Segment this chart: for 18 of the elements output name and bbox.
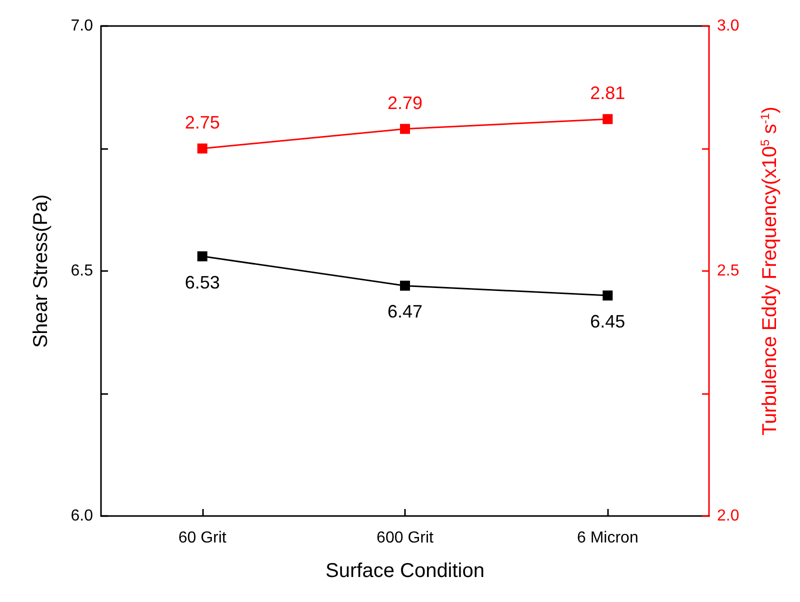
data-label: 6.45: [590, 312, 626, 332]
x-axis-title: Surface Condition: [326, 560, 484, 582]
text: 7.0: [70, 18, 93, 34]
x-tick-label: 60 Grit: [178, 530, 227, 546]
data-label: 6.53: [184, 272, 220, 292]
y2-axis-title: Turbulence Eddy Frequency(x105 s-1): [758, 106, 781, 436]
x-tick-label: 6 Micron: [576, 530, 638, 546]
text: 2.0: [717, 508, 740, 524]
text: 3.0: [717, 18, 740, 34]
x-tick-label: 600 Grit: [376, 530, 434, 546]
data-label: 2.81: [590, 83, 626, 104]
text: 6.0: [70, 508, 93, 524]
data-label: 6.47: [387, 302, 423, 322]
data-label: 2.75: [184, 112, 220, 132]
text: 6.5: [70, 262, 93, 280]
data-label: 2.79: [387, 92, 423, 113]
text: 2.5: [717, 262, 740, 280]
y-axis-title: Shear Stress(Pa): [30, 194, 52, 348]
